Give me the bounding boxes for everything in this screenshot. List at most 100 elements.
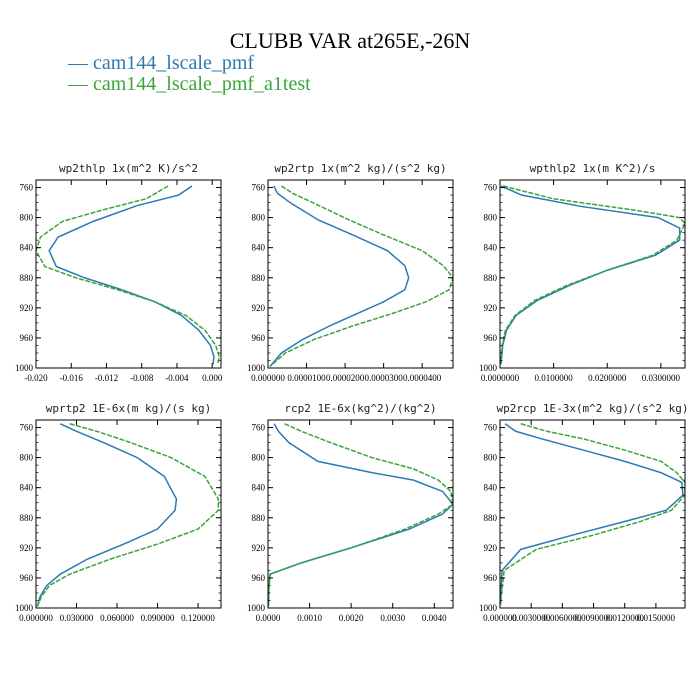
y-tick-label: 880 [20,273,34,283]
y-tick-label: 880 [484,273,498,283]
y-tick-label: 800 [252,213,266,223]
chart-main-title: CLUBB VAR at265E,-26N [229,28,471,53]
y-tick-label: 960 [252,333,266,343]
x-tick-label: 0.0000100 [287,373,326,383]
y-tick-label: 960 [20,573,34,583]
x-tick-label: 0.0000 [256,613,281,623]
y-tick-label: 1000 [247,603,266,613]
x-tick-label: -0.012 [95,373,118,383]
x-tick-label: 0.0150000 [637,613,676,623]
x-tick-label: 0.000000 [251,373,285,383]
x-tick-label: -0.020 [24,373,48,383]
y-tick-label: 840 [20,483,34,493]
y-tick-label: 760 [252,183,266,193]
panel-title: wp2thlp 1x(m^2 K)/s^2 [59,162,198,175]
y-tick-label: 960 [20,333,34,343]
y-tick-label: 920 [484,543,498,553]
series-line-cam144-lscale-pmf-a1test [36,423,220,607]
y-tick-label: 880 [484,513,498,523]
y-tick-label: 760 [252,423,266,433]
y-tick-label: 1000 [15,363,34,373]
y-tick-label: 920 [20,543,34,553]
y-tick-label: 880 [252,513,266,523]
y-tick-label: 840 [484,243,498,253]
series-line-cam144-lscale-pmf [36,423,178,607]
x-tick-label: -0.016 [60,373,84,383]
plot-frame [267,419,454,609]
x-tick-label: 0.0000300 [365,373,404,383]
y-tick-label: 840 [20,243,34,253]
x-tick-label: -0.004 [165,373,189,383]
series-line-cam144-lscale-pmf-a1test [268,423,453,607]
x-tick-label: 0.0010 [297,613,322,623]
plot-frame [35,179,222,369]
panel-title: wprtp2 1E-6x(m kg)/(s kg) [46,402,212,415]
x-tick-label: 0.0120000 [606,613,645,623]
x-tick-label: 0.0020 [339,613,364,623]
x-tick-label: 0.0000400 [403,373,442,383]
series-line-cam144-lscale-pmf-a1test [500,185,685,365]
x-tick-label: 0.0040 [422,613,447,623]
x-tick-label: 0.0060000 [543,613,582,623]
x-tick-label: 0.0000200 [326,373,365,383]
plot-frame [499,419,686,609]
y-tick-label: 760 [484,183,498,193]
y-tick-label: 920 [252,543,266,553]
x-tick-label: 0.090000 [141,613,175,623]
y-tick-label: 920 [252,303,266,313]
y-tick-label: 1000 [479,363,498,373]
x-tick-label: 0.120000 [181,613,215,623]
series-line-cam144-lscale-pmf [269,185,410,367]
y-tick-label: 800 [484,213,498,223]
x-tick-label: 0.030000 [60,613,94,623]
y-tick-label: 800 [484,453,498,463]
plot-frame [499,179,686,369]
chart-panel-6: wp2rcp 1E-3x(m^2 kg)/(s^2 kg) 760 800 840 88… [479,402,689,623]
panel-title: wpthlp2 1x(m K^2)/s [530,162,656,175]
y-tick-label: 760 [20,423,34,433]
panel-title: wp2rtp 1x(m^2 kg)/(s^2 kg) [274,162,446,175]
x-tick-label: 0.000000 [483,613,517,623]
plot-frame [35,419,222,609]
x-tick-label: 0.0030 [380,613,405,623]
y-tick-label: 1000 [479,603,498,613]
x-tick-label: 0.0100000 [534,373,573,383]
chart-panel-2: wp2rtp 1x(m^2 kg)/(s^2 kg) 760 800 840 880 92… [247,162,454,383]
x-tick-label: 0.060000 [100,613,134,623]
x-tick-label: 0.0000000 [481,373,520,383]
y-tick-label: 920 [484,303,498,313]
y-tick-label: 840 [252,243,266,253]
x-tick-label: 0.000000 [19,613,53,623]
chart-panel-3: wpthlp2 1x(m K^2)/s 760 800 840 880 920 960 100… [479,162,686,383]
plot-frame [267,179,454,369]
y-tick-label: 840 [252,483,266,493]
y-tick-label: 760 [20,183,34,193]
y-tick-label: 800 [252,453,266,463]
y-tick-label: 760 [484,423,498,433]
y-tick-label: 800 [20,453,34,463]
panel-title: rcp2 1E-6x(kg^2)/(kg^2) [284,402,436,415]
x-tick-label: 0.0090000 [574,613,613,623]
y-tick-label: 960 [252,573,266,583]
chart-panel-5: rcp2 1E-6x(kg^2)/(kg^2) 760 800 840 880 920 96… [247,402,454,623]
x-tick-label: 0.0030000 [512,613,551,623]
series-line-cam144-lscale-pmf-a1test [36,185,221,365]
x-tick-label: 0.000 [202,373,223,383]
y-tick-label: 880 [252,273,266,283]
chart-panel-1: wp2thlp 1x(m^2 K)/s^2 760 800 840 880 920 960 1… [15,162,223,383]
panel-title: wp2rcp 1E-3x(m^2 kg)/(s^2 kg) [496,402,688,415]
legend-entry-cam144-lscale-pmf: — cam144_lscale_pmf [68,52,255,74]
y-tick-label: 1000 [247,363,266,373]
x-tick-label: -0.008 [130,373,154,383]
series-line-cam144-lscale-pmf [268,423,453,607]
y-tick-label: 840 [484,483,498,493]
y-tick-label: 1000 [15,603,34,613]
y-tick-label: 800 [20,213,34,223]
series-line-cam144-lscale-pmf [500,423,684,605]
y-tick-label: 960 [484,333,498,343]
series-line-cam144-lscale-pmf [48,185,215,365]
chart-panel-4: wprtp2 1E-6x(m kg)/(s kg) 760 800 840 880 920… [15,402,222,623]
x-tick-label: 0.0200000 [588,373,627,383]
series-line-cam144-lscale-pmf-a1test [269,185,453,368]
